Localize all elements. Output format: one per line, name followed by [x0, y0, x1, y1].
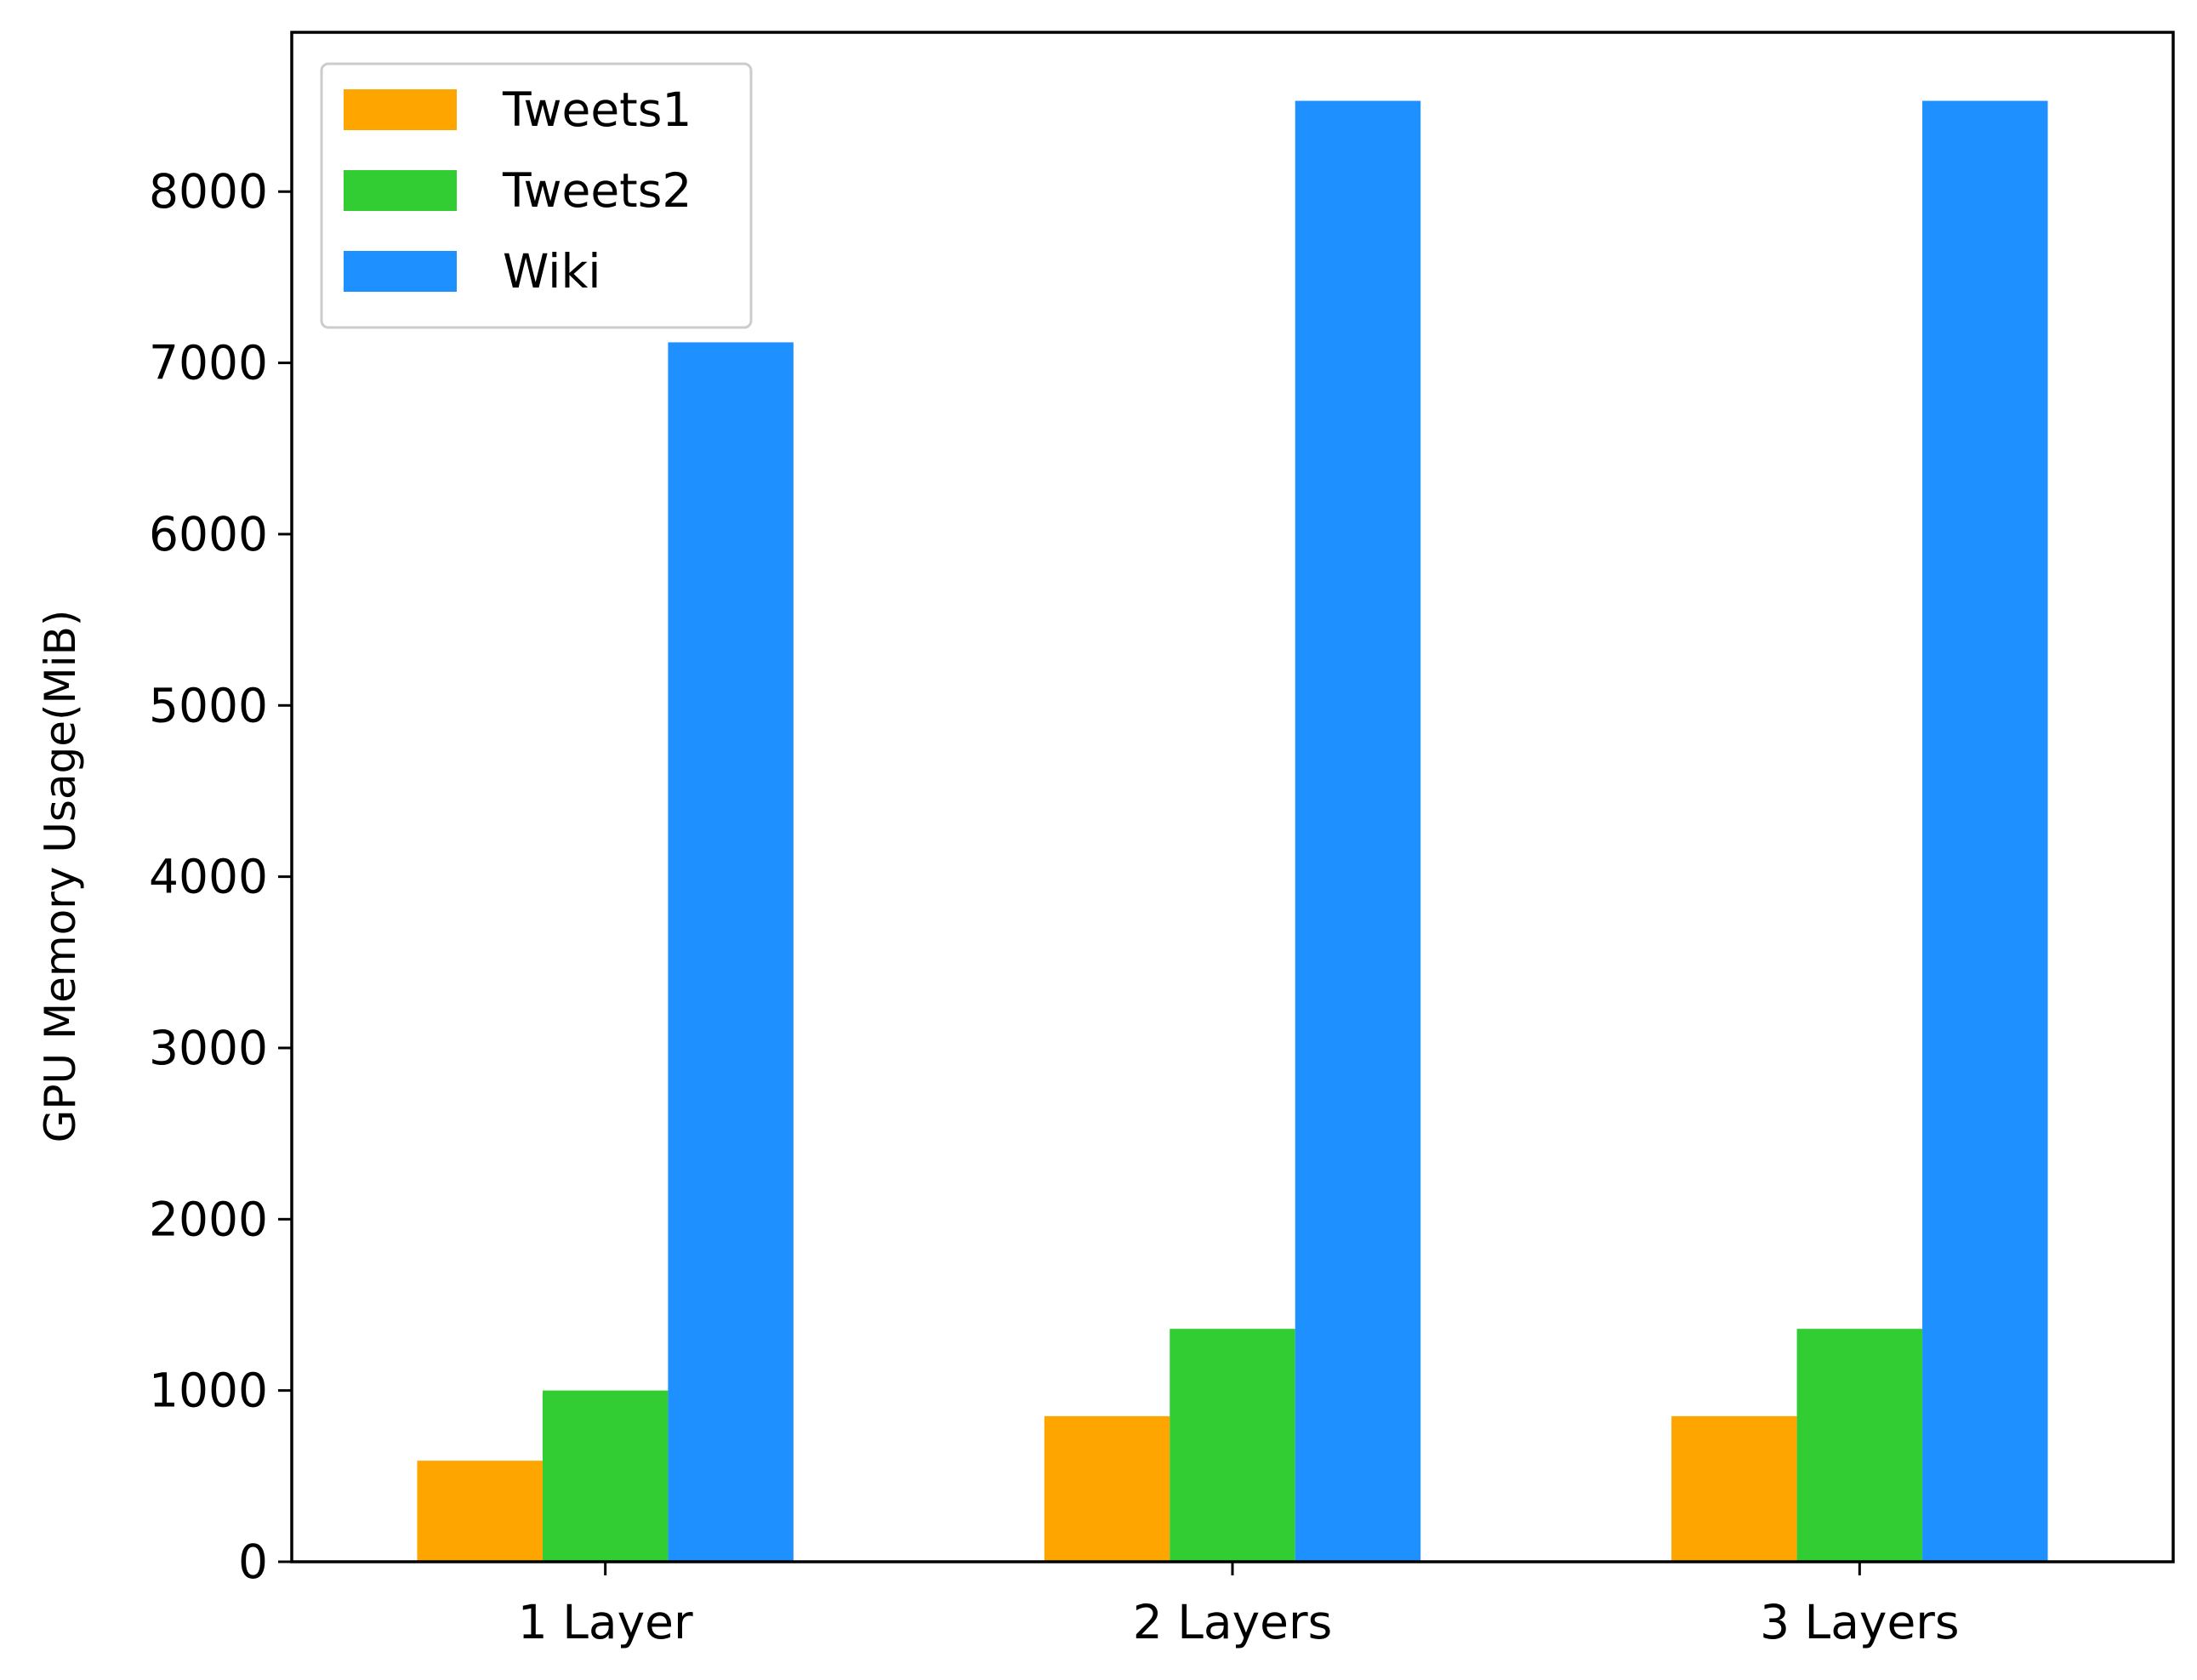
legend-label-tweets2: Tweets2 — [502, 163, 692, 218]
bar-tweets2-2 — [1170, 1329, 1295, 1562]
legend-swatch-tweets2 — [344, 170, 457, 211]
y-tick-label: 5000 — [149, 678, 268, 732]
y-axis-title: GPU Memory Usage(MiB) — [36, 610, 85, 1143]
legend: Tweets1 Tweets2 Wiki — [320, 62, 753, 329]
y-tick-label: 1000 — [149, 1364, 268, 1418]
bar-tweets2-1 — [542, 1390, 669, 1562]
bar-wiki-3 — [1922, 100, 2048, 1563]
plot-frame — [290, 31, 2175, 1563]
y-tick-label: 3000 — [149, 1021, 268, 1075]
y-tick-label: 4000 — [149, 850, 268, 904]
y-tick-label: 0 — [238, 1535, 268, 1589]
legend-swatch-tweets1 — [344, 89, 457, 130]
legend-swatch-wiki — [344, 251, 457, 292]
bar-tweets1-3 — [1671, 1415, 1797, 1562]
axes-layer: 1 Layer 2 Layers 3 Layers 0 1000 2000 3000 4000… — [149, 31, 2175, 1649]
y-tick-label: 6000 — [149, 507, 268, 561]
legend-label-tweets1: Tweets1 — [502, 83, 692, 137]
x-tick-label: 1 Layer — [518, 1595, 693, 1649]
y-tick-label: 7000 — [149, 336, 268, 390]
bar-wiki-1 — [668, 342, 794, 1562]
legend-label-wiki: Wiki — [503, 244, 601, 299]
bar-tweets1-1 — [417, 1461, 543, 1562]
x-tick-label: 3 Layers — [1760, 1595, 1959, 1649]
bar-tweets2-3 — [1796, 1329, 1923, 1562]
bars-layer — [417, 100, 2048, 1563]
y-tick-label: 2000 — [149, 1192, 268, 1246]
y-tick-label: 8000 — [149, 164, 268, 219]
bar-tweets1-2 — [1044, 1415, 1170, 1562]
x-tick-label: 2 Layers — [1133, 1595, 1332, 1649]
bar-wiki-2 — [1295, 100, 1421, 1563]
